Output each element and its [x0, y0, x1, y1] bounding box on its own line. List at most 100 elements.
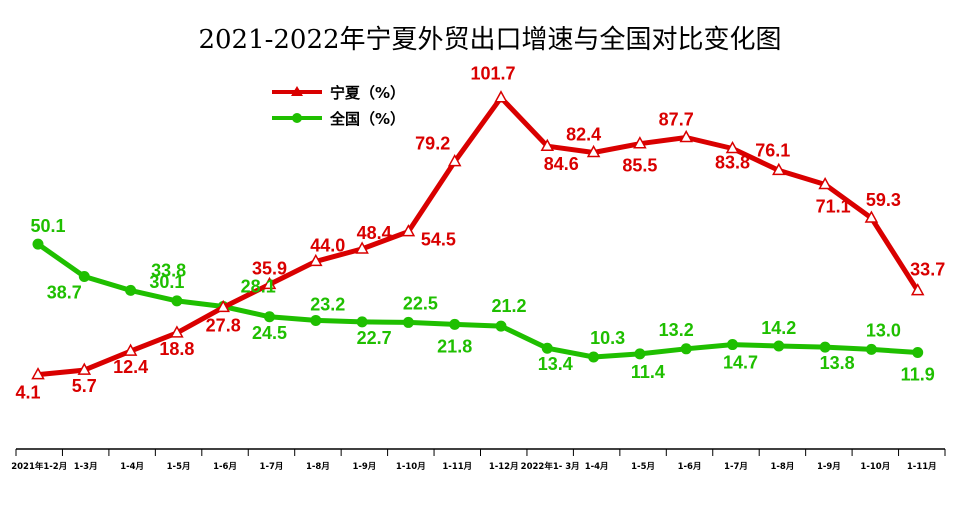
ningxia-data-label: 84.6 [544, 154, 579, 174]
national-data-label: 24.5 [252, 323, 287, 343]
ningxia-point [540, 138, 555, 151]
x-tick-label: 1-3月 [74, 462, 98, 472]
series-lines [31, 90, 925, 380]
national-data-label: 22.7 [357, 328, 392, 348]
ningxia-point [123, 343, 138, 356]
ningxia-point [633, 136, 647, 149]
ningxia-data-label: 83.8 [715, 153, 750, 173]
national-data-label: 50.1 [30, 216, 65, 236]
ningxia-data-label: 44.0 [310, 235, 345, 255]
ningxia-point [216, 299, 230, 313]
ningxia-point [910, 283, 925, 296]
ningxia-point [586, 144, 601, 158]
ningxia-data-label: 59.3 [866, 190, 901, 210]
national-point [125, 284, 137, 296]
national-data-label: 30.1 [149, 272, 184, 292]
ningxia-data-label: 4.1 [15, 383, 40, 403]
ningxia-point [309, 253, 323, 267]
ningxia-data-label: 71.1 [816, 197, 851, 217]
national-point [32, 238, 44, 250]
ningxia-point [772, 162, 786, 176]
legend-label: 全国（%） [329, 110, 405, 128]
x-tick-label: 1-7月 [724, 462, 748, 472]
legend-circle-marker [292, 113, 302, 123]
legend-triangle-marker [291, 86, 303, 96]
national-data-label: 23.2 [310, 294, 345, 314]
national-data-label: 22.5 [403, 293, 438, 313]
national-point [680, 343, 692, 355]
legend: 宁夏（%） 全国（%） [272, 84, 405, 128]
ningxia-point [170, 325, 184, 338]
ningxia-data-label: 48.4 [357, 223, 392, 243]
legend-label: 宁夏（%） [330, 84, 405, 102]
x-tick-label: 1-6月 [678, 462, 702, 472]
ningxia-point [77, 362, 92, 375]
x-tick-label: 1-9月 [352, 462, 376, 472]
national-data-label: 21.2 [491, 296, 526, 316]
x-tick-label: 1-5月 [631, 462, 655, 472]
x-tick-label: 2021年1-2月 [11, 461, 67, 472]
national-data-label: 13.0 [866, 320, 901, 340]
national-point [310, 314, 322, 326]
x-tick-label: 1-6月 [213, 462, 237, 472]
ningxia-point [401, 224, 416, 237]
ningxia-point [262, 276, 277, 290]
national-point [541, 342, 553, 354]
national-point [449, 318, 461, 330]
national-data-label: 13.8 [820, 353, 855, 373]
x-tick-label: 2022年1- 3月 [521, 461, 580, 472]
national-point [171, 295, 183, 307]
national-point [356, 316, 368, 328]
ningxia-data-label: 101.7 [470, 64, 515, 84]
national-data-label: 38.7 [47, 282, 82, 302]
national-point [819, 341, 831, 353]
national-point [865, 343, 877, 355]
ningxia-data-label: 33.7 [910, 260, 945, 280]
ningxia-point [864, 210, 879, 223]
ningxia-data-label: 79.2 [415, 134, 450, 154]
national-data-label: 14.7 [723, 353, 758, 373]
ningxia-data-label: 54.5 [421, 230, 456, 250]
x-tick-label: 1-8月 [306, 462, 330, 472]
national-data-label: 33.8 [151, 260, 186, 280]
national-point [727, 339, 738, 351]
ningxia-data-label: 27.8 [206, 315, 241, 335]
ningxia-point [818, 176, 832, 190]
national-data-label: 14.2 [761, 318, 796, 338]
national-point [402, 316, 414, 328]
national-data-label: 10.3 [590, 328, 625, 348]
national-point [912, 346, 924, 358]
x-tick-label: 1-9月 [817, 462, 841, 472]
ningxia-point [355, 241, 369, 254]
x-tick-label: 1-8月 [770, 462, 794, 472]
x-tick-label: 1-4月 [120, 462, 144, 472]
national-data-label: 21.8 [437, 336, 472, 356]
national-data-label: 11.4 [631, 362, 665, 382]
x-tick-label: 1-4月 [585, 462, 609, 472]
national-point [773, 340, 785, 352]
national-point [588, 351, 600, 363]
x-tick-label: 1-10月 [860, 462, 890, 472]
national-point [264, 311, 275, 323]
ningxia-point [31, 367, 45, 380]
national-data-label: 13.2 [659, 320, 694, 340]
ningxia-point [494, 90, 508, 103]
x-tick-label: 1-11月 [907, 462, 937, 472]
ningxia-data-label: 5.7 [72, 376, 97, 396]
x-tick-label: 1-12月 [489, 462, 519, 472]
ningxia-data-label: 18.8 [159, 339, 194, 359]
data-labels: 4.1 5.7 12.4 18.8 27.8 35.9 44.0 48.4 54.5 79.2 10… [15, 64, 945, 403]
national-line [35, 241, 921, 360]
ningxia-data-label: 87.7 [659, 109, 694, 129]
ningxia-point [447, 154, 462, 167]
national-data-label: 28.1 [241, 277, 276, 297]
ningxia-point [679, 129, 693, 143]
ningxia-line [35, 95, 921, 378]
x-tick-label: 1-5月 [167, 462, 191, 472]
national-point [495, 320, 507, 332]
ningxia-data-label: 76.1 [755, 140, 790, 160]
national-data-label: 11.9 [901, 364, 935, 384]
x-tick-label: 1-7月 [260, 462, 284, 472]
x-tick-label: 1-10月 [396, 462, 426, 472]
